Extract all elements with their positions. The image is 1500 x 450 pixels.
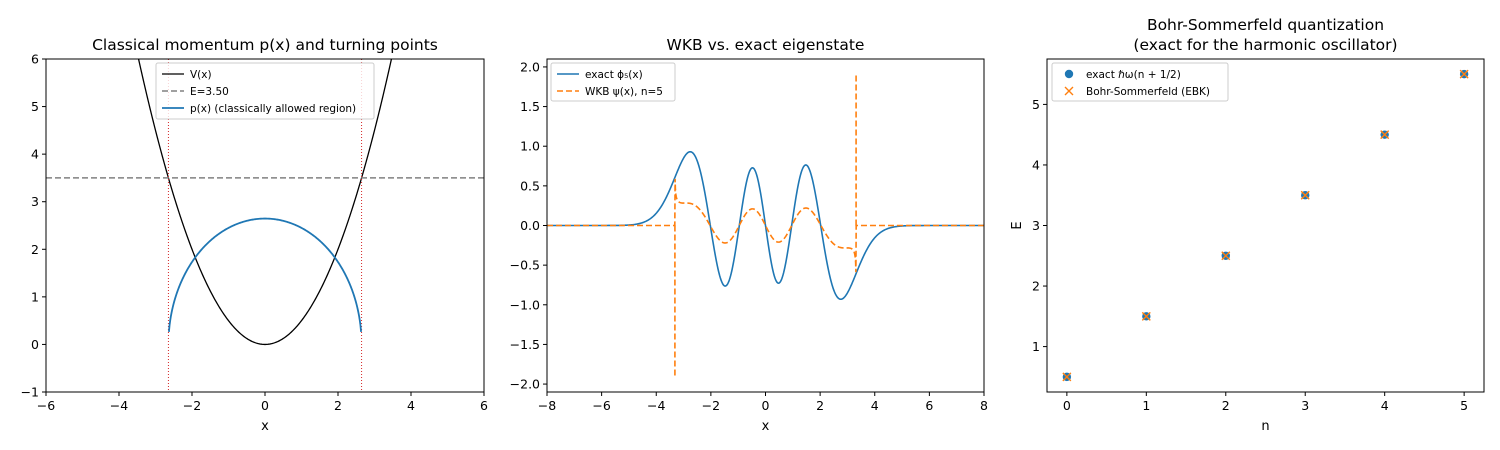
axes-frame <box>45 58 485 393</box>
chart-title: Bohr-Sommerfeld quantization <box>1147 16 1384 34</box>
x-tick-label: 3 <box>1301 398 1309 413</box>
chart-title: Classical momentum p(x) and turning poin… <box>92 36 438 54</box>
legend-label: Bohr-Sommerfeld (EBK) <box>1086 86 1210 98</box>
y-tick-label: −1 <box>21 385 39 400</box>
x-tick-label: 2 <box>334 398 342 413</box>
plot-area <box>46 59 484 392</box>
y-tick-label: 3 <box>1032 218 1040 233</box>
point-bohr-sommerfeld <box>1380 130 1390 140</box>
y-tick-label: 2 <box>1032 279 1040 294</box>
legend-label: exact ℏω(n + 1/2) <box>1086 69 1181 81</box>
y-tick-label: −0.5 <box>510 258 540 273</box>
y-tick-label: 1.5 <box>520 99 540 114</box>
x-tick-label: −2 <box>183 398 201 413</box>
point-bohr-sommerfeld <box>1459 69 1469 79</box>
x-tick-label: 2 <box>816 398 824 413</box>
x-tick-label: 4 <box>1381 398 1389 413</box>
legend <box>550 62 676 102</box>
x-tick-label: −2 <box>702 398 720 413</box>
legend <box>155 62 375 120</box>
panel-3: 0 1 2 3 4 5 1 2 3 4 5 n E Bohr-Sommerfeld quantizatio… <box>1010 16 1485 434</box>
legend-marker-bs <box>1064 86 1074 96</box>
x-tick-label: −4 <box>647 398 665 413</box>
x-tick-label: −4 <box>110 398 128 413</box>
point-bohr-sommerfeld <box>1062 372 1072 382</box>
point-bohr-sommerfeld <box>1221 251 1231 261</box>
point-bohr-sommerfeld <box>1300 190 1310 200</box>
y-tick-label: 3 <box>31 194 39 209</box>
y-tick-label: 4 <box>1032 157 1040 172</box>
x-tick-label: −6 <box>592 398 610 413</box>
y-tick-label: 1.0 <box>520 139 540 154</box>
legend-label: E=3.50 <box>190 86 229 98</box>
y-tick-label: 1 <box>1032 339 1040 354</box>
legend <box>1051 62 1229 102</box>
x-tick-label: −6 <box>37 398 55 413</box>
axes-frame <box>1046 58 1485 393</box>
panel-2: −8 −6 −4 −2 0 2 4 6 8 −2.0 −1.5 −1.0 −0.5 0.0 0.5 1.0 1.… <box>510 36 988 434</box>
x-tick-label: 5 <box>1460 398 1468 413</box>
series-V-line <box>137 59 393 346</box>
y-tick-label: −1.0 <box>510 297 540 312</box>
legend-label: V(x) <box>190 69 212 81</box>
x-tick-label: 0 <box>261 398 269 413</box>
point-bohr-sommerfeld <box>1141 311 1151 321</box>
legend-label: p(x) (classically allowed region) <box>190 103 356 115</box>
y-tick-label: −1.5 <box>510 337 540 352</box>
x-tick-label: 6 <box>925 398 933 413</box>
chart-title: WKB vs. exact eigenstate <box>667 36 865 54</box>
x-tick-label: 6 <box>480 398 488 413</box>
x-tick-label: 1 <box>1142 398 1150 413</box>
x-axis-label: n <box>1261 419 1269 434</box>
y-tick-label: 0.5 <box>520 178 540 193</box>
y-tick-label: 2.0 <box>520 59 540 74</box>
y-tick-label: 5 <box>1032 97 1040 112</box>
x-axis-label: x <box>762 419 770 434</box>
y-tick-label: −2.0 <box>510 377 540 392</box>
y-tick-label: 0.0 <box>520 218 540 233</box>
x-tick-label: 0 <box>1063 398 1071 413</box>
axes-frame <box>546 58 985 393</box>
plot-area <box>1062 69 1469 382</box>
series-wkb-line <box>547 178 984 273</box>
y-tick-label: 1 <box>31 289 39 304</box>
x-tick-label: 0 <box>762 398 770 413</box>
x-tick-label: −8 <box>538 398 556 413</box>
x-tick-label: 8 <box>980 398 988 413</box>
legend-label: WKB ψ(x), n=5 <box>585 86 663 98</box>
y-axis-label: E <box>1010 221 1025 229</box>
x-tick-label: 4 <box>407 398 415 413</box>
x-axis-label: x <box>261 419 269 434</box>
y-tick-label: 4 <box>31 147 39 162</box>
series-p-line <box>168 217 362 332</box>
y-tick-label: 5 <box>31 99 39 114</box>
chart-subtitle: (exact for the harmonic oscillator) <box>1133 36 1397 54</box>
x-tick-label: 4 <box>871 398 879 413</box>
legend-label: exact ϕ₅(x) <box>585 69 643 81</box>
y-tick-label: 6 <box>31 52 39 67</box>
panel-1: −6 −4 −2 0 2 4 6 −1 0 1 2 3 4 5 6 x Classical momentum p… <box>21 36 488 434</box>
plot-area <box>547 74 984 377</box>
y-tick-label: 2 <box>31 242 39 257</box>
x-tick-label: 2 <box>1222 398 1230 413</box>
y-tick-label: 0 <box>31 337 39 352</box>
legend-marker-exact <box>1064 69 1074 79</box>
